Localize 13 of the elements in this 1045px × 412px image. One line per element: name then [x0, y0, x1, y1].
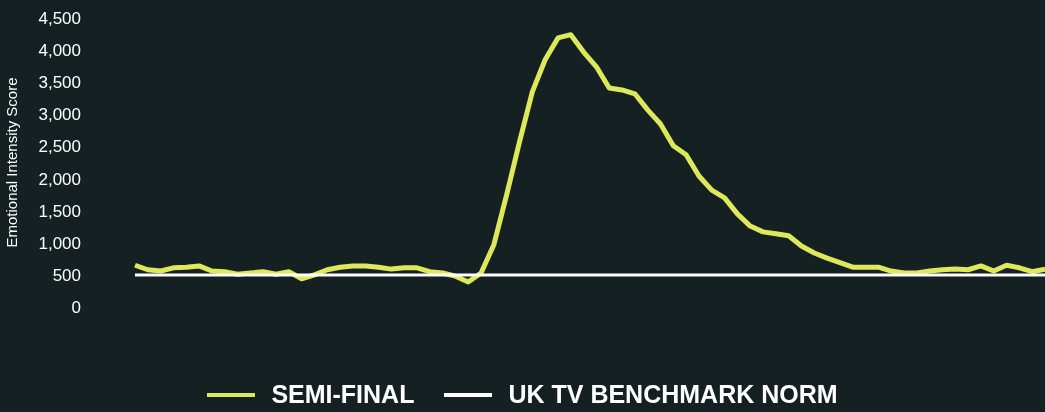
- y-tick-label: 1,000: [38, 233, 81, 253]
- y-tick-label: 1,500: [38, 201, 81, 221]
- y-tick-label: 500: [52, 265, 81, 285]
- y-tick-label: 2,000: [38, 169, 81, 189]
- y-tick-label: 2,500: [38, 137, 81, 157]
- y-tick-label: 4,500: [38, 9, 81, 29]
- y-tick-label: 4,000: [38, 41, 81, 61]
- y-tick-label: 3,500: [38, 73, 81, 93]
- legend-label: UK TV BENCHMARK NORM: [508, 380, 838, 409]
- y-tick-label: 0: [71, 298, 81, 318]
- y-axis-title: Emotional Intensity Score: [3, 77, 21, 248]
- y-tick-label: 3,000: [38, 105, 81, 125]
- legend-label: SEMI-FINAL: [271, 380, 415, 409]
